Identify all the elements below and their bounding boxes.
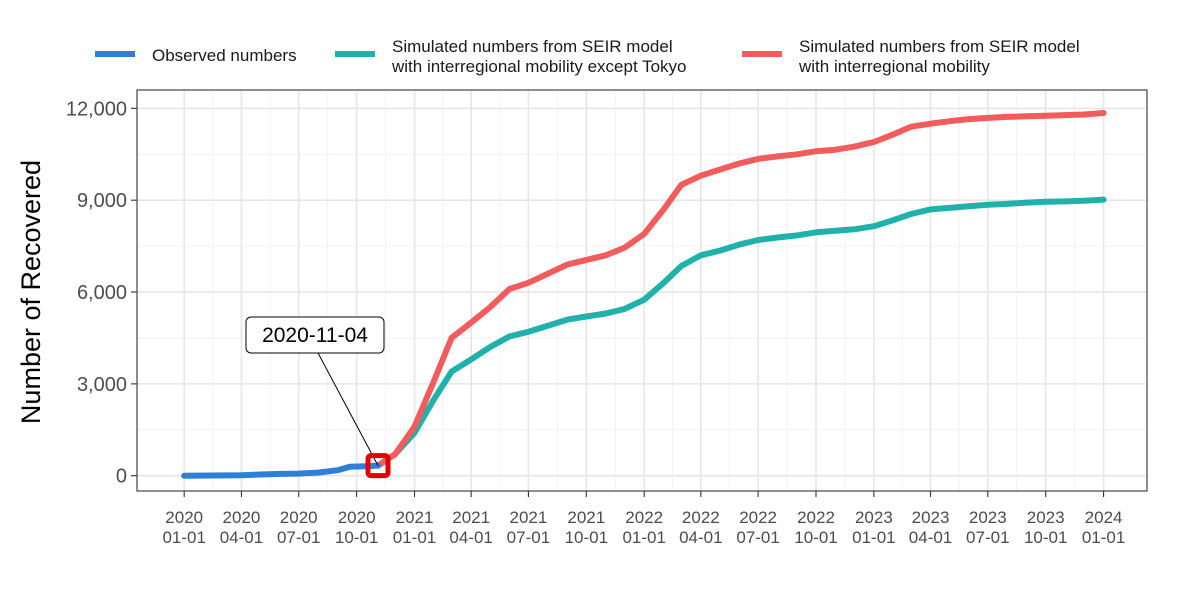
x-tick-label-year: 2020 [165,508,203,527]
x-tick-label: 2023 07-01 [966,508,1009,547]
annotation-marker [365,453,391,479]
x-tick-label: 2022 07-01 [736,508,779,547]
x-tick-label-monthday: 01-01 [852,528,895,547]
x-tick-label-year: 2021 [452,508,490,527]
plot-panel-border [136,89,1148,492]
y-axis: 0 3,000 6,000 9,000 12,000 [66,98,137,488]
x-tick-label: 2021 07-01 [507,508,550,547]
x-tick-label: 2024 01-01 [1082,508,1125,547]
x-tick-label: 2020 01-01 [162,508,205,547]
x-tick-label: 2020 04-01 [220,508,263,547]
x-tick-label: 2020 10-01 [335,508,378,547]
x-tick-label-monthday: 01-01 [393,528,436,547]
x-tick-label-year: 2023 [1027,508,1065,527]
x-tick-label-monthday: 04-01 [220,528,263,547]
x-tick-label-year: 2020 [280,508,318,527]
y-tick-label: 3,000 [77,374,127,396]
x-tick-label: 2021 01-01 [393,508,436,547]
x-tick-label-year: 2022 [625,508,663,527]
x-tick-label: 2022 01-01 [622,508,665,547]
annotation-label: 2020-11-04 [262,324,368,347]
x-tick-label: 2021 04-01 [449,508,492,547]
legend-label: Simulated numbers from SEIR model with in… [798,37,1080,76]
x-tick-label-year: 2021 [396,508,434,527]
x-tick-label: 2023 10-01 [1024,508,1067,547]
x-tick-label-year: 2021 [510,508,548,527]
legend: Observed numbers Simulated numbers from S… [95,37,1080,76]
y-axis-title: Number of Recovered [16,160,46,424]
x-tick-label: 2022 10-01 [794,508,837,547]
annotation-label-box [245,316,385,354]
series-group [181,110,1107,479]
x-tick-label-monthday: 10-01 [565,528,608,547]
legend-item-except-tokyo: Simulated numbers from SEIR model with in… [335,37,687,76]
x-tick-label-monthday: 07-01 [277,528,320,547]
x-tick-label-year: 2022 [682,508,720,527]
x-tick-label-year: 2020 [338,508,376,527]
x-tick-label: 2023 01-01 [852,508,895,547]
annotation: 2020-11-04 [245,316,391,479]
x-tick-label: 2022 04-01 [679,508,722,547]
x-tick-label: 2021 10-01 [565,508,608,547]
x-tick-label-monthday: 01-01 [622,528,665,547]
annotation-pointer-line [317,352,379,466]
simulated-except-tokyo-line [375,196,1107,469]
x-tick-label-monthday: 04-01 [909,528,952,547]
x-tick-label-monthday: 04-01 [449,528,492,547]
grid-lines [137,90,1147,491]
y-tick-label: 6,000 [77,282,127,304]
y-tick-label: 0 [116,466,127,488]
legend-item-observed: Observed numbers [95,46,297,65]
x-tick-label-monthday: 07-01 [736,528,779,547]
x-tick-label-year: 2023 [912,508,950,527]
observed-numbers-line [181,462,381,479]
x-tick-label-monthday: 04-01 [679,528,722,547]
x-tick-label-year: 2023 [969,508,1007,527]
x-tick-label-year: 2020 [223,508,261,527]
legend-label-line: Simulated numbers from SEIR model [799,37,1080,56]
legend-label: Observed numbers [152,46,297,65]
x-tick-label: 2020 07-01 [277,508,320,547]
x-tick-label-monthday: 07-01 [966,528,1009,547]
y-tick-label: 9,000 [77,190,127,212]
x-tick-label-year: 2024 [1085,508,1123,527]
x-tick-label-monthday: 10-01 [1024,528,1067,547]
x-tick-label-monthday: 10-01 [335,528,378,547]
legend-label-line: with interregional mobility except Tokyo [391,57,687,76]
legend-item-mobility: Simulated numbers from SEIR model with in… [742,37,1080,76]
y-tick-label: 12,000 [66,98,127,120]
legend-label-line: Observed numbers [152,46,297,65]
x-tick-label-year: 2022 [739,508,777,527]
x-tick-label-monthday: 01-01 [1082,528,1125,547]
x-tick-label: 2023 04-01 [909,508,952,547]
x-tick-label-monthday: 07-01 [507,528,550,547]
simulated-mobility-line [375,110,1107,469]
x-tick-label-year: 2022 [797,508,835,527]
legend-label-line: with interregional mobility [798,57,990,76]
x-tick-label-year: 2023 [855,508,893,527]
x-tick-label-monthday: 01-01 [162,528,205,547]
x-tick-label-monthday: 10-01 [794,528,837,547]
x-tick-label-year: 2021 [567,508,605,527]
legend-label: Simulated numbers from SEIR model with in… [391,37,687,76]
legend-label-line: Simulated numbers from SEIR model [392,37,673,56]
